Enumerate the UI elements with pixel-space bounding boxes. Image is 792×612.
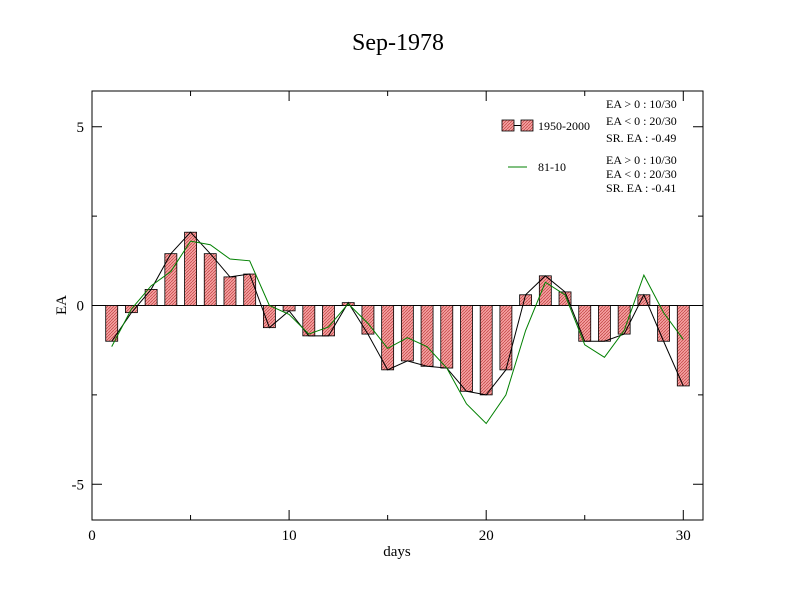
legend-label-1950-2000: 1950-2000: [538, 119, 590, 133]
legend-swatch-1950-2000-right: [520, 119, 534, 132]
legend-stat-81-10-positive: EA > 0 : 10/30: [606, 153, 677, 167]
y-tick-label: -5: [72, 477, 85, 493]
legend-stat-1950-2000-sr: SR. EA : -0.49: [606, 131, 676, 145]
legend-stat-1950-2000-negative: EA < 0 : 20/30: [606, 114, 677, 128]
y-tick-label: 0: [77, 299, 85, 315]
legend-stat-81-10-negative: EA < 0 : 20/30: [606, 167, 677, 181]
bar-1950-2000: [657, 305, 670, 342]
bar-1950-2000: [440, 305, 454, 369]
plot-area: 0 10 20 30 -5 0 5: [72, 91, 703, 544]
bar-1950-2000: [479, 305, 493, 396]
bar-1950-2000: [676, 305, 690, 387]
bar-1950-2000: [400, 305, 414, 362]
bar-1950-2000: [144, 289, 158, 306]
bar-1950-2000: [243, 273, 257, 306]
legend-label-81-10: 81-10: [538, 160, 566, 174]
x-tick-label: 10: [282, 528, 297, 544]
bar-1950-2000: [578, 305, 592, 342]
series-line-81-10: [111, 240, 684, 425]
series-line-1950-2000: [111, 231, 684, 396]
legend-swatch-1950-2000: [501, 119, 515, 132]
bar-1950-2000: [322, 305, 335, 337]
y-axis-label: EA: [54, 295, 70, 315]
chart-title: Sep-1978: [352, 30, 444, 56]
x-tick-label: 0: [88, 528, 96, 544]
legend: 1950-2000 EA > 0 : 10/30 EA < 0 : 20/30 …: [501, 97, 677, 195]
bar-1950-2000: [499, 305, 513, 371]
bar-1950-2000: [460, 305, 473, 392]
bar-1950-2000: [203, 253, 217, 306]
x-axis-label: days: [383, 544, 411, 560]
legend-stat-81-10-sr: SR. EA : -0.41: [606, 181, 676, 195]
bar-1950-2000: [420, 305, 434, 367]
y-tick-label: 5: [77, 120, 85, 136]
bar-1950-2000: [598, 305, 611, 342]
bar-1950-2000: [282, 305, 296, 312]
x-tick-label: 20: [479, 528, 494, 544]
bar-1950-2000: [184, 231, 197, 306]
bar-1950-2000: [381, 305, 395, 371]
bar-1950-2000: [223, 276, 237, 306]
plot-frame: [91, 90, 704, 521]
x-tick-label: 30: [676, 528, 691, 544]
legend-stat-1950-2000-positive: EA > 0 : 10/30: [606, 97, 677, 111]
